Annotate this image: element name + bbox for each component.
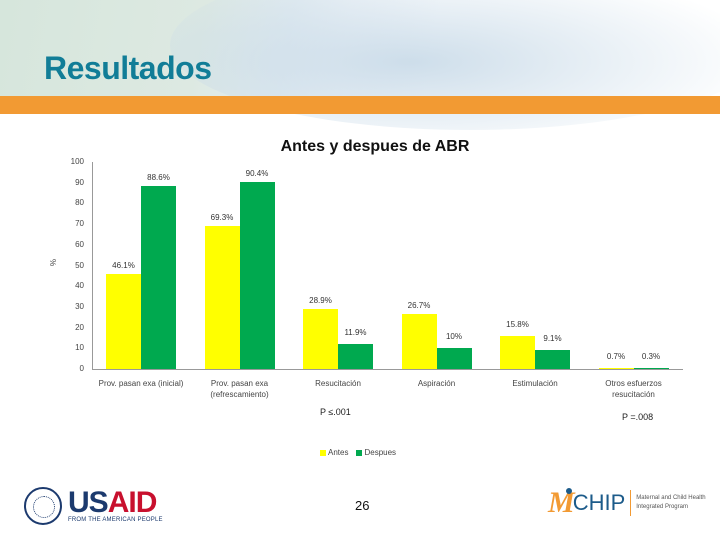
category-label: Prov. pasan exa (refrescamiento) [210,379,269,399]
accent-bar [0,96,720,114]
y-tick: 70 [75,219,84,229]
bar-antes [204,225,240,369]
chart-legend: Antes Despues [320,448,396,457]
x-axis [92,369,683,370]
bar-despues [141,185,176,369]
bar-chart: % 0 10 20 30 40 50 60 70 80 90 100 46.1% 88.6% 69.3% 9… [49,157,683,373]
category-label: Estimulación [512,379,558,388]
y-tick: 40 [75,281,84,291]
y-tick: 80 [75,198,84,208]
usaid-logo: USAID FROM THE AMERICAN PEOPLE [24,487,163,525]
y-tick: 20 [75,322,84,332]
y-tick: 100 [70,157,84,166]
p-value-2: P =.008 [622,412,654,422]
value-label: 0.7% [606,351,626,361]
p-value-1: P ≤.001 [320,407,351,417]
category-label: Aspiración [417,379,456,388]
legend-item-despues: Despues [356,448,396,457]
category-label: Otros esfuerzos resucitación [605,379,662,399]
value-label: 46.1% [112,260,135,270]
bar-despues [436,348,472,369]
bar-despues [338,344,373,369]
bar-despues [535,350,570,369]
bar-antes [500,336,535,369]
value-label: 10% [445,332,462,342]
legend-item-antes: Antes [320,448,348,457]
y-tick: 50 [75,260,84,270]
bar-antes [401,313,437,369]
usaid-seal-icon [24,487,62,525]
page-number: 26 [355,498,370,513]
value-label: 90.4% [245,168,269,178]
value-label: 9.1% [543,334,562,344]
y-tick: 30 [75,301,84,311]
bar-despues [239,181,275,369]
mchip-logo: M CHIP Maternal and Child Health Integra… [548,486,706,519]
mchip-name: CHIP [572,490,626,515]
value-label: 69.3% [210,212,234,222]
chart-title: Antes y despues de ABR [280,138,470,155]
category-label: Prov. pasan exa (inicial) [98,379,184,388]
value-label: 88.6% [147,172,170,182]
y-tick: 90 [75,177,84,187]
value-label: 0.3% [641,352,661,362]
y-tick: 60 [75,239,84,249]
value-label: 11.9% [344,328,367,338]
y-tick: 0 [79,364,84,373]
value-label: 28.9% [309,296,332,306]
bar-antes [598,367,634,369]
y-tick: 10 [75,343,84,353]
category-label: Resucitación [315,379,361,388]
bar-antes [106,273,141,369]
y-axis [92,162,93,370]
bar-despues [633,367,669,369]
legend-swatch-despues [356,449,363,456]
value-label: 15.8% [506,320,529,330]
bar-antes [303,309,338,369]
slide-title: Resultados [44,50,212,86]
usaid-tagline: FROM THE AMERICAN PEOPLE [68,517,163,523]
legend-swatch-antes [320,449,326,456]
value-label: 26.7% [407,300,431,310]
